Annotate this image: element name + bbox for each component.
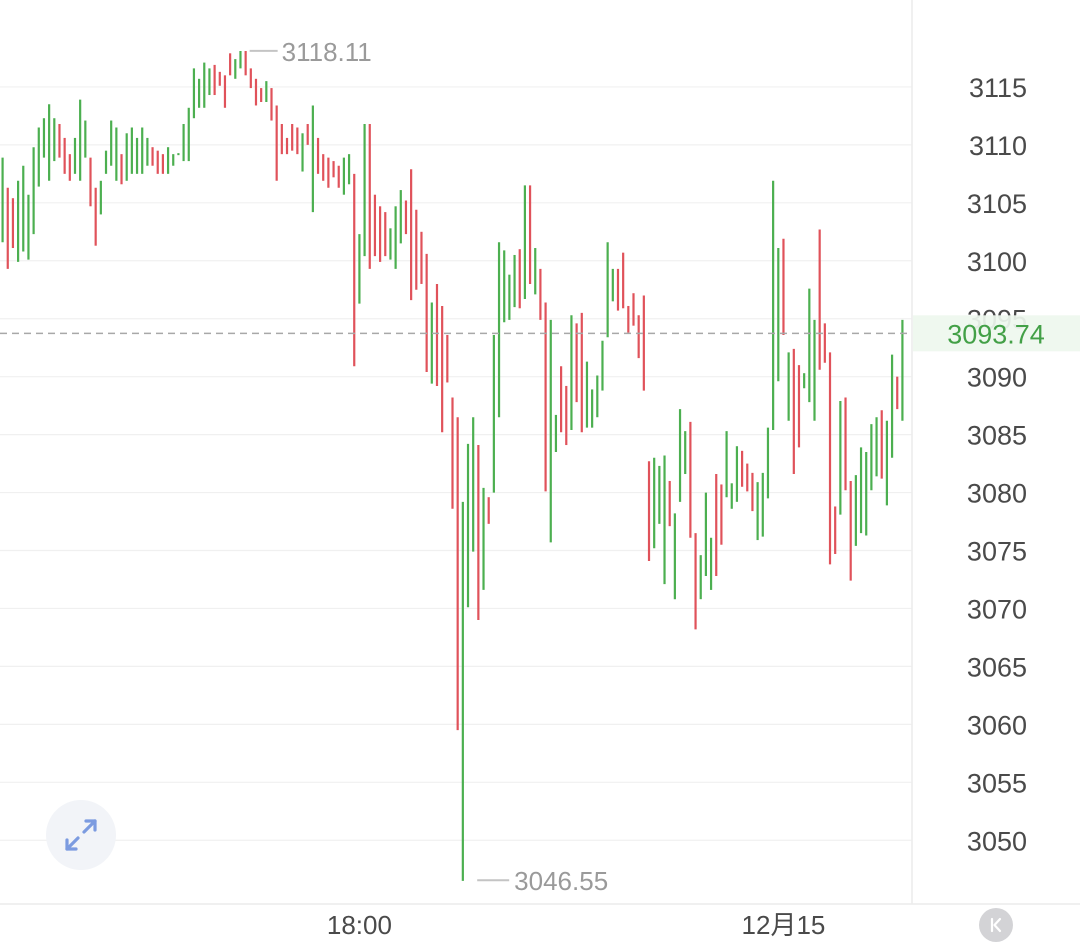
y-tick-label: 3080: [967, 479, 1027, 509]
candles: [1, 50, 904, 881]
y-tick-label: 3065: [967, 652, 1027, 682]
expand-button[interactable]: [46, 800, 116, 870]
y-axis-labels: 3050305530603065307030753080308530903095…: [967, 73, 1027, 856]
x-tick-label: 18:00: [327, 910, 392, 940]
y-tick-label: 3085: [967, 421, 1027, 451]
x-tick-label: 12月15: [742, 910, 826, 940]
min-marker-label: 3046.55: [514, 866, 608, 896]
x-axis-labels: 18:00 12月15: [327, 910, 826, 940]
y-tick-label: 3050: [967, 826, 1027, 856]
y-tick-label: 3075: [967, 537, 1027, 567]
y-tick-label: 3055: [967, 768, 1027, 798]
y-tick-label: 3090: [967, 363, 1027, 393]
current-price: 3093.74: [0, 315, 1080, 352]
y-tick-label: 3070: [967, 594, 1027, 624]
current-price-label: 3093.74: [947, 319, 1045, 349]
y-tick-label: 3060: [967, 710, 1027, 740]
expand-arrows-icon: [65, 819, 97, 851]
grid-lines: [0, 86, 912, 841]
max-marker-label: 3118.11: [282, 37, 372, 67]
current-price-box: [913, 315, 1080, 352]
y-tick-label: 3115: [969, 73, 1027, 103]
kline-toggle-button[interactable]: [979, 908, 1013, 942]
y-tick-label: 3100: [967, 247, 1027, 277]
extreme-markers: 3118.11 3046.55: [249, 37, 608, 896]
y-tick-label: 3105: [967, 189, 1027, 219]
y-tick-label: 3110: [969, 131, 1027, 161]
k-collapse-icon: [990, 917, 1002, 933]
